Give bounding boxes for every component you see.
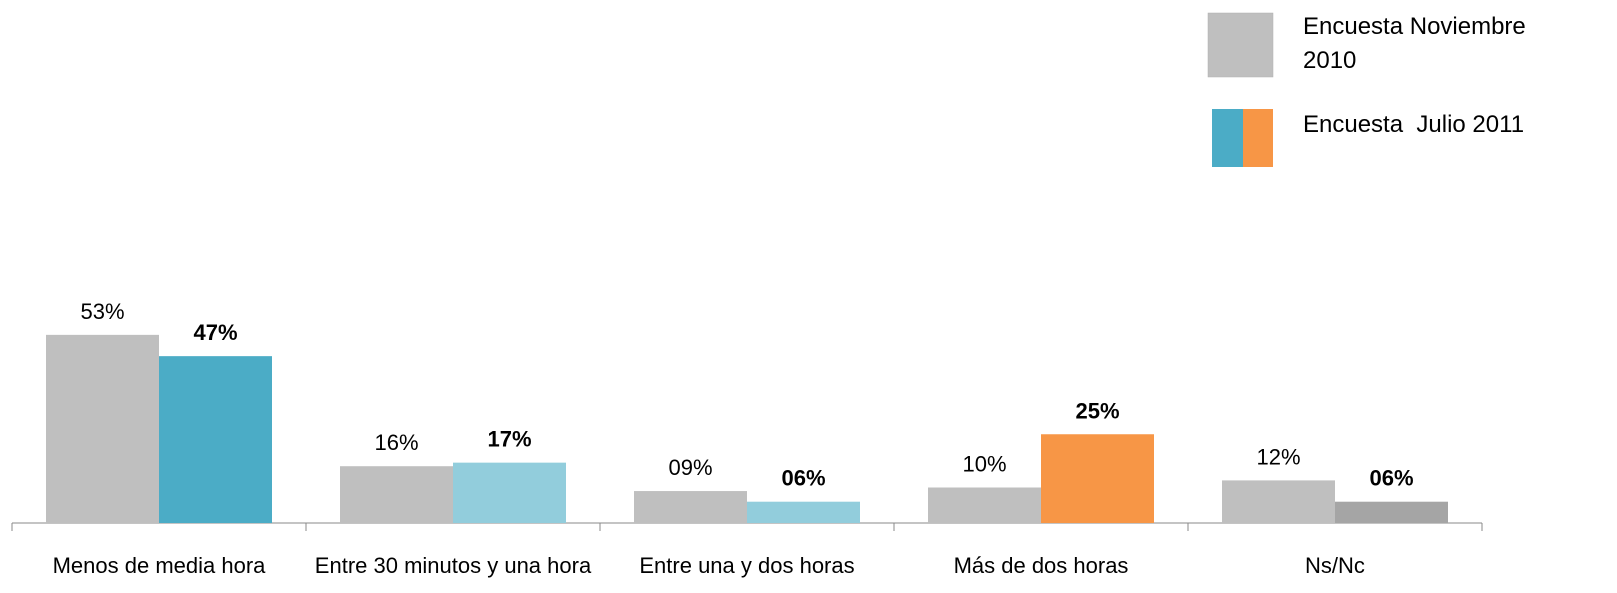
- x-tick-label: Ns/Nc: [1305, 553, 1365, 578]
- legend-label: Encuesta Noviembre 2010: [1303, 13, 1533, 74]
- bar: [46, 334, 159, 523]
- x-tick-label: Entre 30 minutos y una hora: [315, 553, 592, 578]
- legend-swatch: [1207, 12, 1274, 78]
- bar: [340, 466, 453, 523]
- bar: [1335, 501, 1448, 523]
- x-tick-label: Más de dos horas: [954, 553, 1129, 578]
- bar: [1222, 480, 1335, 523]
- value-label: 17%: [487, 427, 531, 452]
- value-label: 16%: [374, 430, 418, 455]
- x-tick-label: Entre una y dos horas: [639, 553, 854, 578]
- value-label: 10%: [962, 452, 1006, 477]
- bar: [634, 491, 747, 523]
- bar: [747, 501, 860, 523]
- value-label: 09%: [668, 455, 712, 480]
- value-label: 53%: [80, 299, 124, 324]
- legend-label: Encuesta Julio 2011: [1303, 111, 1525, 138]
- value-label: 12%: [1256, 444, 1300, 469]
- legend-swatch: [1212, 109, 1243, 167]
- value-label: 06%: [1369, 466, 1413, 491]
- bar: [928, 487, 1041, 523]
- legend-swatch: [1243, 109, 1273, 167]
- value-label: 06%: [781, 466, 825, 491]
- value-label: 25%: [1075, 398, 1119, 423]
- value-label: 47%: [193, 320, 237, 345]
- bar: [453, 462, 566, 523]
- bar: [1041, 434, 1154, 523]
- bar: [159, 356, 272, 523]
- x-tick-label: Menos de media hora: [53, 553, 267, 578]
